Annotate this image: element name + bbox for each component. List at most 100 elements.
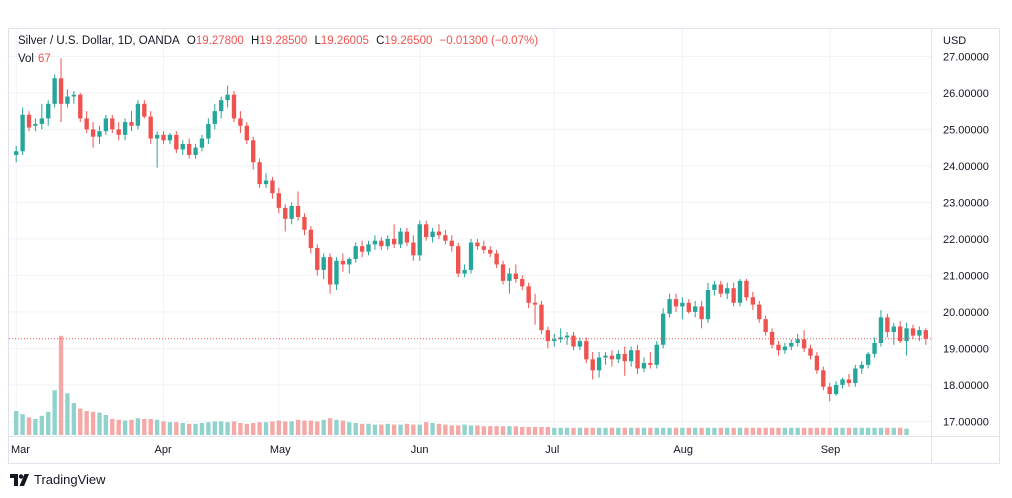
candle [276,187,282,214]
volume-bar [225,422,230,435]
volume-bar [340,420,346,435]
volume-bar [423,422,429,435]
x-tick-label: Sep [821,444,841,456]
candle-body [603,355,608,358]
candle [391,224,397,249]
candle [526,282,531,309]
candle [462,264,467,278]
candle-body [46,103,51,119]
volume-bar [379,424,384,435]
candle-body [103,118,109,132]
volume-bar [686,427,691,435]
candle [225,85,230,108]
candle [494,249,499,269]
candle [686,299,691,314]
candle-body [39,118,45,124]
candle-body [122,122,128,135]
candle-body [488,249,493,254]
volume-label[interactable]: Vol [18,53,34,65]
candle-body [366,244,371,252]
candle-body [199,138,205,148]
volume-bar [33,419,38,435]
candle-body [372,240,378,245]
candle [315,244,320,276]
volume-bar [885,427,890,435]
candle-body [244,125,249,141]
candle [398,227,403,249]
candle-body [744,280,749,298]
candle-body [334,260,339,285]
volume-bar [103,415,109,435]
candle-body [423,224,429,238]
volume-bar [718,427,723,435]
candle-body [180,143,185,150]
candle [186,138,192,159]
volume-bar [532,427,538,435]
volume-bar [308,420,314,435]
volume-bar [167,422,173,435]
symbol-title[interactable]: Silver / U.S. Dollar, 1D, OANDA [18,35,180,47]
candle [456,242,461,278]
candle-body [494,253,499,265]
candle [648,352,653,369]
candle-body [609,355,615,360]
volume-bar [251,423,256,435]
candle [532,293,538,325]
candle [539,300,544,334]
volume-bar [110,419,115,435]
candle-body [20,114,25,152]
candle-body [398,231,403,245]
volume-bar [616,427,621,435]
candle-body [564,335,570,338]
candle [334,257,339,290]
candle [833,381,839,396]
volume-bar [404,423,410,435]
candle-body [231,94,237,119]
volume-bar [603,427,608,435]
candle-body [622,353,627,362]
candle [385,235,390,250]
volume-bar [776,427,781,435]
candle-body [167,134,173,141]
candle [39,103,45,130]
candle-body [84,118,89,130]
chart-frame [8,28,1000,464]
candle-body [430,231,435,238]
volume-bar [462,424,467,435]
volume-bar [46,411,51,435]
candle [135,100,141,130]
volume-bar [571,427,576,435]
candle [744,279,749,301]
candle-body [673,299,679,307]
y-tick-label: 20.00000 [943,307,989,319]
volume-bar [654,427,659,435]
candle-body [481,246,486,250]
volume-bar [148,419,153,435]
candle-body [58,78,64,104]
volume-bar [878,427,884,435]
volume-bar [891,427,896,435]
volume-bar [513,426,519,435]
candle [219,96,224,119]
tradingview-brand[interactable]: TradingView [10,472,106,487]
candle-body [135,103,141,126]
candle-body [443,235,448,241]
volume-bar [725,427,730,435]
candle [725,282,730,300]
volume-bar [872,427,877,435]
candle [103,114,109,135]
volume-bar [321,419,326,435]
candle [90,122,96,148]
volume-bar [456,425,461,435]
candle [161,131,166,144]
volume-bar [500,426,506,435]
candle [737,279,743,307]
volume-bar [353,423,358,435]
candle-body [302,216,307,230]
candle-body [910,328,916,336]
high-value: 19.28500 [259,35,308,47]
candle-body [705,289,711,320]
y-tick-label: 23.00000 [943,197,989,209]
candle [302,213,307,236]
